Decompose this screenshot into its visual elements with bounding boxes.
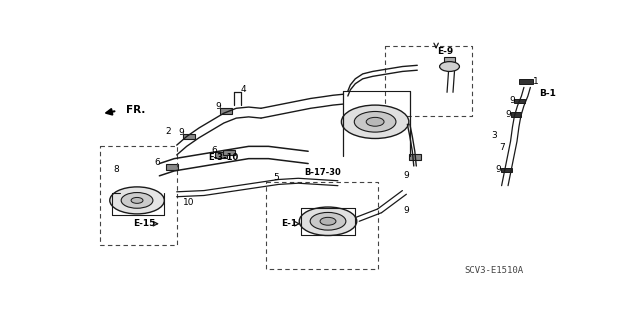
Bar [444, 57, 456, 62]
Bar [500, 167, 511, 172]
Text: 4: 4 [241, 85, 246, 94]
Bar [166, 164, 178, 170]
Bar [183, 134, 195, 139]
Text: E-1: E-1 [281, 219, 298, 228]
Text: E-9: E-9 [437, 47, 453, 56]
Text: 6: 6 [211, 145, 217, 154]
Circle shape [300, 207, 356, 235]
Text: 9: 9 [496, 165, 502, 174]
Text: E-15: E-15 [133, 219, 156, 228]
FancyArrowPatch shape [106, 109, 115, 115]
Bar [514, 99, 525, 103]
Text: 9: 9 [509, 96, 515, 105]
Text: 8: 8 [113, 165, 119, 174]
Bar [409, 154, 420, 160]
Circle shape [440, 62, 460, 71]
Text: SCV3-E1510A: SCV3-E1510A [465, 266, 524, 275]
Text: 2: 2 [166, 127, 171, 136]
Circle shape [341, 105, 409, 138]
Circle shape [110, 187, 164, 214]
Text: 9: 9 [403, 206, 409, 215]
Text: 5: 5 [273, 173, 279, 182]
Text: 1: 1 [534, 77, 539, 86]
Bar [216, 152, 227, 158]
Text: B-1: B-1 [539, 89, 556, 98]
Text: 9: 9 [506, 110, 511, 119]
Circle shape [131, 197, 143, 203]
Bar [511, 112, 522, 116]
Text: 6: 6 [154, 158, 160, 167]
Text: FR.: FR. [126, 105, 145, 115]
Text: 9: 9 [403, 171, 409, 180]
Circle shape [355, 111, 396, 132]
Text: B-17-30: B-17-30 [305, 168, 341, 177]
Circle shape [320, 217, 336, 225]
Circle shape [121, 193, 153, 208]
Text: E-3-10: E-3-10 [209, 153, 239, 162]
Circle shape [366, 117, 384, 126]
Text: 9: 9 [179, 128, 184, 137]
Bar [220, 108, 232, 114]
Bar [520, 78, 533, 84]
Bar [223, 150, 235, 155]
Circle shape [310, 212, 346, 230]
Text: 10: 10 [184, 198, 195, 207]
Text: 9: 9 [215, 102, 221, 111]
Text: 3: 3 [492, 131, 497, 140]
Text: 7: 7 [500, 143, 506, 152]
